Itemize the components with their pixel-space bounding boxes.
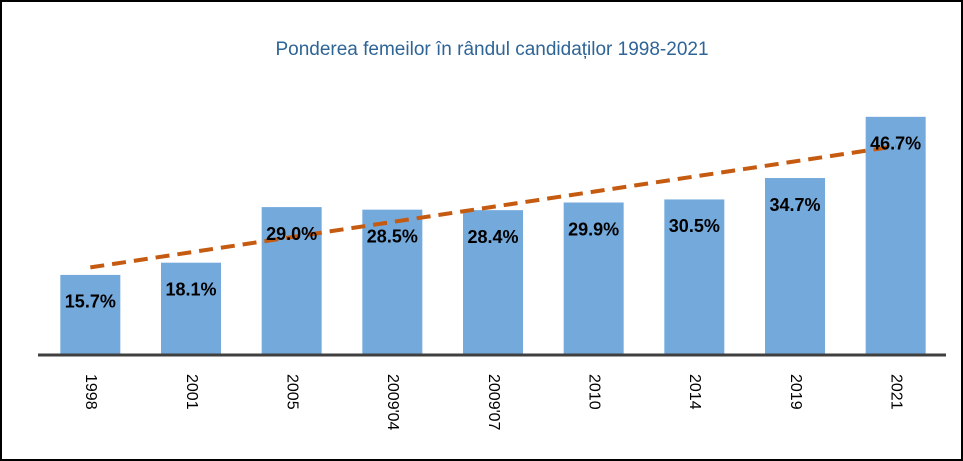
bar [161, 262, 221, 355]
bar [865, 116, 926, 355]
bar [563, 202, 624, 355]
data-label: 30.5% [669, 216, 720, 236]
data-label: 29.0% [266, 224, 317, 244]
bar [261, 207, 322, 355]
data-label: 34.7% [769, 195, 820, 215]
x-tick-label: 2019 [787, 374, 804, 410]
chart-title: Ponderea femeilor în rândul candidaților… [275, 39, 708, 60]
data-label: 18.1% [165, 279, 216, 299]
data-label: 46.7% [870, 134, 921, 154]
trend-line [90, 144, 896, 270]
x-tick-label: 2009'04 [384, 374, 401, 431]
x-tick-label: 2005 [283, 374, 300, 410]
x-tick-label: 2014 [686, 374, 703, 410]
data-label: 15.7% [65, 292, 116, 312]
bar [664, 199, 725, 355]
x-tick-label: 2010 [585, 374, 602, 410]
data-label: 28.4% [467, 227, 518, 247]
x-tick-label: 2001 [183, 374, 200, 410]
bar [362, 209, 423, 355]
x-tick-label: 2021 [887, 374, 904, 410]
data-label: 28.5% [367, 226, 418, 246]
bar [463, 210, 523, 355]
x-tick-label: 2009'07 [485, 374, 502, 431]
x-tick-label: 1998 [82, 374, 99, 410]
bar [60, 274, 121, 355]
bar [765, 178, 825, 355]
data-label: 29.9% [568, 219, 619, 239]
